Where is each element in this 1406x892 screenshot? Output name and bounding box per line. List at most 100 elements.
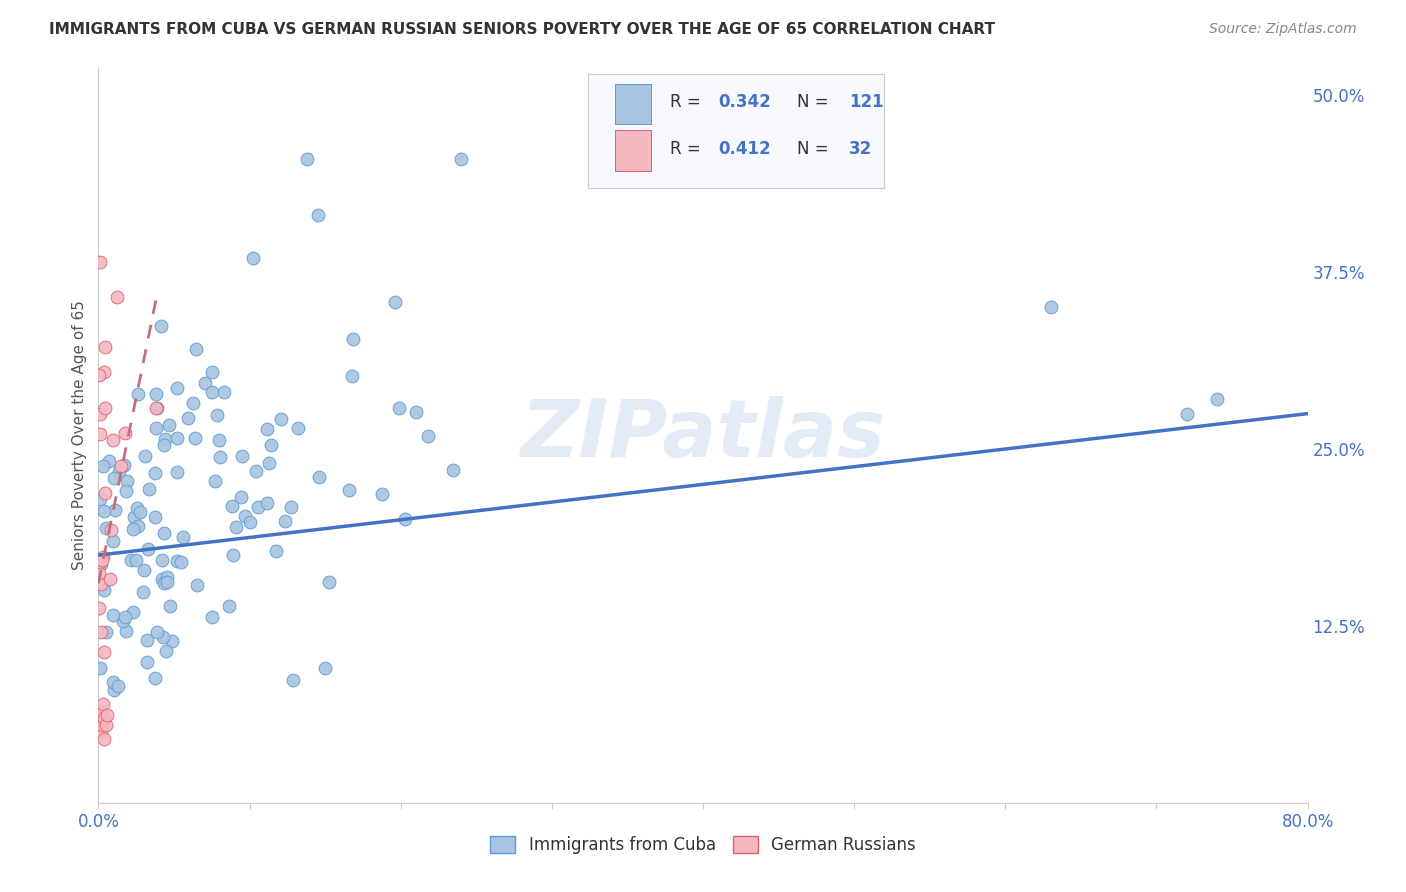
Point <box>87 566 110 580</box>
Point <box>416 429 439 443</box>
Point <box>91 718 114 732</box>
Point <box>388 401 411 416</box>
Point <box>89 255 111 269</box>
Point <box>307 209 329 223</box>
Point <box>89 492 111 507</box>
Point <box>108 464 131 478</box>
Point <box>150 553 173 567</box>
Point <box>342 332 364 346</box>
Point <box>337 483 360 497</box>
Point <box>256 496 278 510</box>
Point <box>233 508 256 523</box>
Point <box>138 482 160 496</box>
Point <box>308 470 330 484</box>
Text: N =: N = <box>797 140 834 158</box>
Point <box>394 511 416 525</box>
Point <box>239 515 262 529</box>
Point <box>90 557 112 571</box>
Point <box>134 449 156 463</box>
Point <box>136 655 159 669</box>
Point <box>127 519 149 533</box>
Point <box>89 426 111 441</box>
Point <box>100 523 122 537</box>
Point <box>318 574 340 589</box>
Point <box>145 387 167 401</box>
Point <box>186 578 208 592</box>
Y-axis label: Seniors Poverty Over the Age of 65: Seniors Poverty Over the Age of 65 <box>72 300 87 570</box>
Point <box>93 711 115 725</box>
Point <box>170 555 193 569</box>
Point <box>93 645 115 659</box>
Point <box>156 570 179 584</box>
Point <box>157 418 180 433</box>
Point <box>150 319 173 334</box>
Point <box>110 459 132 474</box>
Point <box>450 152 472 166</box>
Point <box>150 572 173 586</box>
Point <box>405 405 427 419</box>
Point <box>1206 392 1229 407</box>
Point <box>103 433 125 447</box>
Text: ZIPatlas: ZIPatlas <box>520 396 886 474</box>
Text: IMMIGRANTS FROM CUBA VS GERMAN RUSSIAN SENIORS POVERTY OVER THE AGE OF 65 CORREL: IMMIGRANTS FROM CUBA VS GERMAN RUSSIAN S… <box>49 22 995 37</box>
Point <box>127 501 149 516</box>
Point <box>225 520 247 534</box>
Point <box>146 625 169 640</box>
Point <box>90 624 112 639</box>
Point <box>207 408 229 422</box>
Point <box>112 458 135 473</box>
Point <box>87 601 110 615</box>
Point <box>384 294 406 309</box>
Point <box>89 368 111 382</box>
Point <box>221 499 243 513</box>
Point <box>166 554 188 568</box>
Text: 32: 32 <box>849 140 873 158</box>
Point <box>104 503 127 517</box>
Point <box>218 599 240 613</box>
Point <box>231 450 253 464</box>
Point <box>184 431 207 445</box>
Point <box>91 549 114 564</box>
Point <box>242 251 264 265</box>
Point <box>1175 407 1198 421</box>
Point <box>136 541 159 556</box>
Point <box>105 291 128 305</box>
Point <box>91 697 114 711</box>
FancyBboxPatch shape <box>588 74 884 188</box>
Point <box>208 433 231 447</box>
Point <box>90 704 112 718</box>
Point <box>201 365 224 379</box>
Point <box>94 340 117 354</box>
Point <box>97 454 120 468</box>
Text: 0.342: 0.342 <box>718 93 772 112</box>
Point <box>208 450 231 464</box>
Point <box>94 624 117 639</box>
Point <box>153 525 176 540</box>
Point <box>283 673 305 688</box>
Point <box>115 483 138 498</box>
Point <box>183 396 205 410</box>
Point <box>94 486 117 500</box>
Point <box>125 552 148 566</box>
Point <box>146 401 169 415</box>
Legend: Immigrants from Cuba, German Russians: Immigrants from Cuba, German Russians <box>484 830 922 861</box>
Point <box>103 682 125 697</box>
Point <box>153 432 176 446</box>
Point <box>93 365 115 379</box>
Point <box>194 376 217 391</box>
Point <box>93 504 115 518</box>
Point <box>245 464 267 478</box>
Point <box>166 431 188 445</box>
Point <box>135 633 157 648</box>
Point <box>177 411 200 425</box>
Point <box>96 708 118 723</box>
Bar <box>614 130 651 171</box>
Point <box>201 385 224 400</box>
Point <box>340 369 363 384</box>
Point <box>90 576 112 591</box>
Point <box>295 152 318 166</box>
Text: Source: ZipAtlas.com: Source: ZipAtlas.com <box>1209 22 1357 37</box>
Point <box>94 718 117 732</box>
Point <box>204 474 226 488</box>
Point <box>114 610 136 624</box>
